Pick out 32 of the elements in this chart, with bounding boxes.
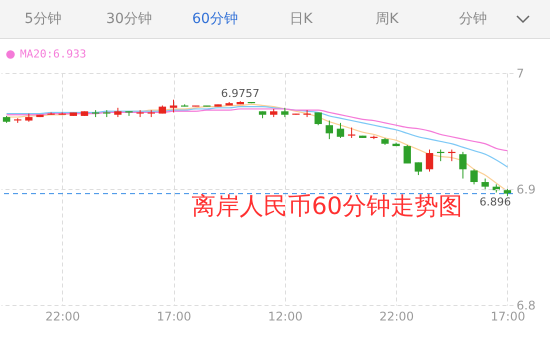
line-series bbox=[6, 108, 508, 152]
text: 日K bbox=[288, 10, 314, 28]
line-series bbox=[6, 106, 508, 168]
x-tick-label: 17:00 bbox=[490, 310, 526, 324]
candlestick bbox=[326, 120, 334, 140]
candlestick bbox=[281, 107, 288, 118]
y-tick-label: 6.8 bbox=[516, 298, 536, 312]
candlestick bbox=[470, 168, 478, 185]
text: 分钟 bbox=[458, 10, 488, 28]
candlestick bbox=[426, 149, 434, 172]
x-tick-label: 22:00 bbox=[379, 310, 414, 324]
candlestick bbox=[482, 178, 489, 191]
x-tick-label: 12:00 bbox=[268, 310, 303, 324]
candlestick bbox=[404, 144, 411, 164]
text: 60分钟 bbox=[191, 10, 239, 28]
text: 离岸人民币60分钟走势图 bbox=[192, 192, 462, 220]
candlestick bbox=[170, 99, 178, 113]
text: 30分钟 bbox=[105, 10, 153, 28]
candlestick bbox=[314, 112, 322, 126]
candlestick bbox=[459, 151, 467, 180]
candlestick bbox=[114, 107, 122, 118]
x-tick-label: 22:00 bbox=[45, 310, 80, 324]
y-tick-label: 7 bbox=[516, 66, 524, 80]
x-tick-label: 17:00 bbox=[156, 310, 192, 324]
candlestick bbox=[336, 122, 344, 138]
annotation: 6.9757 bbox=[221, 87, 260, 100]
legend-label: MA20:6.933 bbox=[20, 48, 86, 60]
text: 5分钟 bbox=[24, 10, 62, 28]
ref-line-label: 6.896 bbox=[480, 196, 511, 209]
y-tick-label: 6.9 bbox=[516, 182, 536, 196]
text: 周K bbox=[374, 10, 400, 28]
candlestick bbox=[414, 162, 422, 176]
